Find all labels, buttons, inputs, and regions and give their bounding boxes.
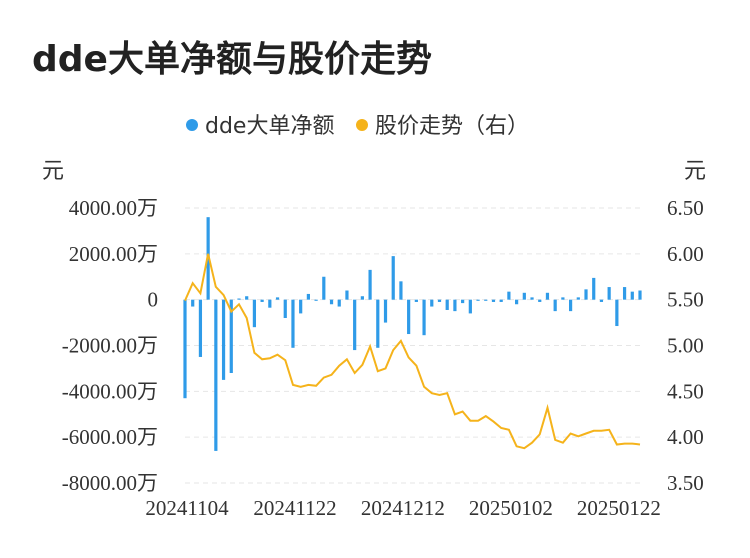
bar (229, 299, 233, 373)
bar (275, 297, 280, 300)
bar (491, 299, 496, 302)
bar (545, 292, 550, 300)
left-tick-label: 2000.00万 (69, 242, 158, 266)
legend-label-line: 股价走势（右） (375, 114, 529, 139)
bar (507, 291, 511, 300)
bar (221, 299, 226, 380)
right-axis-ticks: 6.50 6.00 5.50 5.00 4.50 4.00 3.50 (667, 196, 704, 495)
bar (252, 299, 257, 328)
legend-marker-line (356, 119, 368, 131)
bar (337, 299, 341, 307)
left-tick-label: -6000.00万 (62, 425, 158, 449)
bar (568, 299, 573, 312)
bar (515, 299, 519, 305)
bar (638, 290, 642, 300)
bar (329, 299, 334, 305)
bar (476, 299, 480, 301)
bar (283, 299, 287, 318)
right-tick-label: 5.00 (667, 334, 704, 358)
bar (576, 297, 580, 300)
bar (214, 299, 218, 451)
bar (484, 299, 488, 301)
x-tick-label: 20241104 (145, 496, 229, 520)
x-tick-label: 20241122 (253, 496, 336, 520)
left-axis-ticks: 4000.00万 2000.00万 0 -2000.00万 -4000.00万 -6000… (62, 196, 158, 495)
bar (407, 299, 411, 335)
bar (399, 281, 403, 300)
bar (615, 299, 619, 327)
bar (430, 299, 434, 307)
legend[interactable]: dde大单净额 股价走势（右） (186, 114, 529, 139)
price-line (184, 253, 641, 450)
bar (522, 292, 526, 300)
bar (183, 299, 187, 399)
right-tick-label: 4.50 (667, 379, 704, 403)
bar (592, 277, 596, 300)
bar (445, 299, 449, 310)
chart-title: dde大单净额与股价走势 (32, 39, 432, 80)
bar (268, 299, 272, 308)
bar (260, 299, 264, 302)
bar (538, 299, 542, 302)
left-tick-label: -4000.00万 (62, 379, 158, 403)
bar (584, 289, 588, 300)
bar (245, 296, 249, 300)
right-tick-label: 4.00 (667, 425, 704, 449)
left-tick-label: 0 (148, 288, 159, 312)
bar (322, 276, 326, 300)
bar (622, 287, 627, 300)
bar (607, 287, 611, 300)
bar (314, 299, 318, 301)
right-tick-label: 3.50 (667, 471, 704, 495)
x-tick-label: 20241212 (361, 496, 445, 520)
right-tick-label: 6.00 (667, 242, 704, 266)
bar (291, 299, 295, 348)
left-tick-label: -2000.00万 (62, 334, 158, 358)
bar (353, 299, 357, 351)
x-tick-label: 20250102 (469, 496, 553, 520)
bar (422, 299, 426, 336)
bar (453, 299, 457, 312)
bar (561, 297, 565, 300)
bar (306, 293, 310, 300)
bar (345, 290, 349, 300)
bar (414, 299, 418, 302)
bar (391, 256, 395, 300)
bar (237, 298, 241, 300)
right-tick-label: 6.50 (667, 196, 704, 220)
bar (461, 299, 465, 304)
bar (553, 299, 557, 312)
x-axis-ticks: 20241104 20241122 20241212 20250102 20250122 (145, 496, 660, 520)
bar (299, 299, 303, 314)
bar (368, 269, 372, 300)
legend-label-bar: dde大单净额 (205, 114, 334, 139)
x-tick-label: 20250122 (577, 496, 661, 520)
bar (383, 299, 388, 323)
left-axis-unit: 元 (42, 159, 64, 184)
left-tick-label: 4000.00万 (69, 196, 158, 220)
left-tick-label: -8000.00万 (62, 471, 158, 495)
right-axis-unit: 元 (684, 159, 706, 184)
bar (376, 299, 380, 348)
bar (191, 299, 195, 307)
bar (599, 299, 604, 302)
bar (468, 299, 472, 314)
bar (530, 297, 534, 300)
bar (437, 299, 442, 302)
bar (360, 296, 364, 300)
bar (499, 299, 503, 302)
bar (630, 291, 634, 300)
bar-series (183, 217, 642, 451)
right-tick-label: 5.50 (667, 288, 704, 312)
bar (198, 299, 203, 357)
legend-marker-bar (186, 119, 198, 131)
